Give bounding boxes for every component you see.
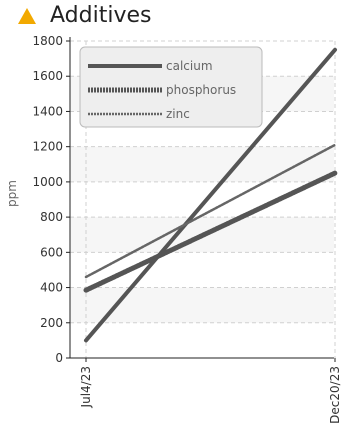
chart-header: Additives: [0, 0, 344, 34]
y-tick-label: 1000: [32, 175, 63, 189]
y-tick-label: 0: [55, 351, 63, 365]
warning-triangle-icon: [18, 8, 36, 24]
y-tick-label: 1400: [32, 104, 63, 118]
y-tick-label: 1800: [32, 34, 63, 48]
y-axis-label: ppm: [5, 180, 19, 207]
legend-label-zinc: zinc: [166, 107, 190, 121]
y-tick-label: 200: [40, 316, 63, 330]
y-tick-label: 1600: [32, 69, 63, 83]
series-line-zinc: [84, 143, 337, 279]
x-tick-label: Jul4/23: [79, 366, 93, 408]
legend-label-phosphorus: phosphorus: [166, 83, 236, 97]
y-tick-label: 800: [40, 210, 63, 224]
y-tick-label: 1200: [32, 140, 63, 154]
y-tick-label: 400: [40, 281, 63, 295]
grid-band: [70, 287, 334, 323]
series-line-phosphorus: [83, 170, 338, 293]
series-line-calcium: [84, 47, 337, 343]
x-tick-label: Dec20/23: [328, 366, 342, 424]
legend-label-calcium: calcium: [166, 59, 213, 73]
y-tick-label: 600: [40, 245, 63, 259]
grid-band: [70, 146, 334, 182]
chart-title: Additives: [50, 3, 152, 28]
